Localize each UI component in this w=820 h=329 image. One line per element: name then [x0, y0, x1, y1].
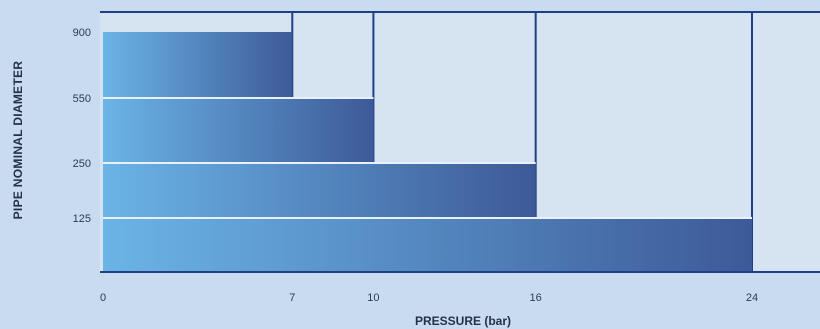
x-tick-10: 10 — [367, 292, 379, 304]
x-tick-16: 16 — [530, 292, 542, 304]
y-tick-125: 125 — [73, 213, 91, 225]
y-tick-550: 550 — [73, 93, 91, 105]
x-tick-7: 7 — [289, 292, 295, 304]
x-tick-24: 24 — [746, 292, 758, 304]
y-axis-title: PIPE NOMINAL DIAMETER — [11, 61, 25, 220]
y-tick-250: 250 — [73, 158, 91, 170]
bar-separators — [103, 97, 752, 219]
x-tick-labels: 0 7 10 16 24 — [100, 292, 758, 304]
x-tick-0: 0 — [100, 292, 106, 304]
y-tick-900: 900 — [73, 27, 91, 39]
y-tick-labels: 900 550 250 125 — [73, 27, 91, 225]
bar-125 — [103, 218, 752, 272]
x-axis-title: PRESSURE (bar) — [415, 314, 511, 328]
